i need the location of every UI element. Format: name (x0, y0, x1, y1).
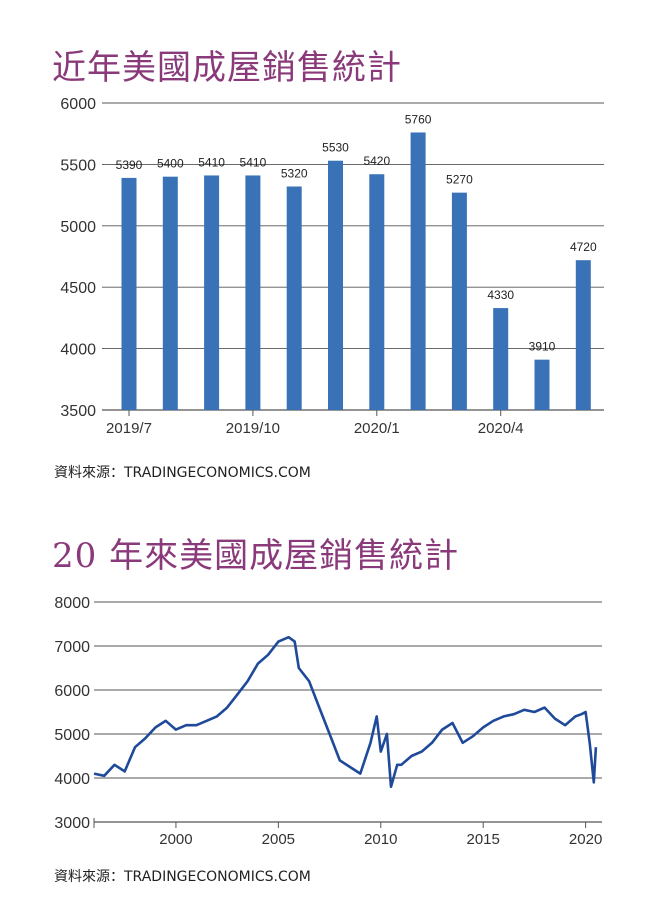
y-tick-label: 5000 (60, 219, 96, 236)
y-tick-label: 4000 (60, 342, 96, 359)
x-tick-label: 2015 (467, 831, 500, 848)
y-tick-label: 4000 (54, 771, 90, 788)
x-tick-label: 2020 (569, 831, 602, 848)
bar (534, 359, 550, 410)
chart-1-title: 近年美國成屋銷售統計 (52, 48, 402, 88)
y-tick-label: 8000 (54, 595, 90, 612)
bar (369, 174, 385, 410)
bar-value-label: 5320 (281, 167, 308, 181)
bar-value-label: 3910 (529, 340, 556, 354)
y-tick-label: 5500 (60, 157, 96, 174)
y-tick-label: 3000 (54, 815, 90, 832)
bar (204, 175, 220, 410)
bar-value-label: 5410 (198, 155, 225, 169)
bar-value-label: 4720 (570, 240, 597, 254)
series-line (93, 635, 598, 789)
x-tick-label: 2010 (364, 831, 397, 848)
y-tick-label: 6000 (54, 683, 90, 700)
bar (162, 176, 178, 410)
bar (410, 132, 426, 411)
y-tick-label: 7000 (54, 639, 90, 656)
y-tick-label: 5000 (54, 727, 90, 744)
chart-2-source: 資料來源：TRADINGECONOMICS.COM (54, 869, 311, 885)
bar-value-label: 5400 (157, 157, 184, 171)
bar (493, 308, 509, 410)
bar (575, 260, 591, 410)
bar-value-label: 5390 (116, 158, 143, 172)
bar (286, 186, 302, 410)
x-tick-label: 2020/4 (478, 420, 524, 437)
x-tick-label: 2020/1 (354, 420, 400, 437)
x-tick-label: 2005 (262, 831, 295, 848)
bar-value-label: 5420 (363, 154, 390, 168)
chart-2-title: 20 年來美國成屋銷售統計 (52, 536, 460, 576)
bar (328, 160, 343, 410)
bar (451, 192, 467, 410)
y-tick-label: 3500 (60, 403, 96, 420)
bar-value-label: 5270 (446, 173, 473, 187)
chart-1-source: 資料來源：TRADINGECONOMICS.COM (54, 465, 311, 481)
bar-value-label: 5410 (240, 155, 267, 169)
bar-value-label: 5530 (322, 141, 349, 155)
bar-value-label: 4330 (487, 288, 514, 302)
y-tick-label: 4500 (60, 280, 96, 297)
bar-value-label: 5760 (405, 112, 432, 126)
bar (121, 177, 137, 410)
y-tick-label: 6000 (60, 96, 96, 113)
x-tick-label: 2000 (159, 831, 192, 848)
bar (245, 175, 261, 410)
x-tick-label: 2019/7 (106, 420, 152, 437)
x-tick-label: 2019/10 (226, 420, 280, 437)
